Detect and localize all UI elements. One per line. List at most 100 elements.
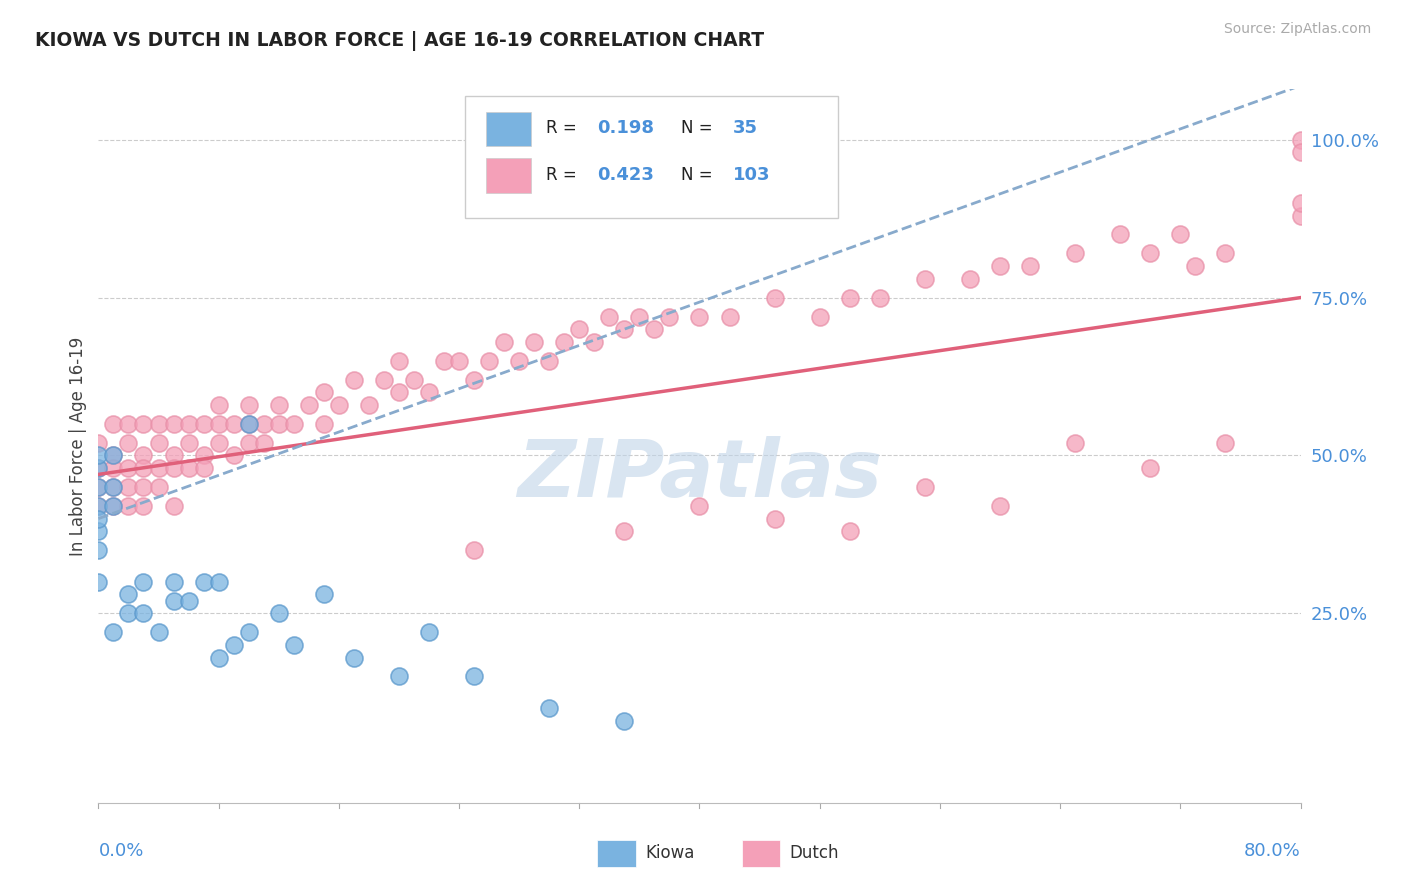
Point [117, 587, 139, 601]
Point [1215, 435, 1237, 450]
Point [538, 701, 561, 715]
Point [87, 480, 110, 494]
Point [914, 271, 936, 285]
Point [117, 435, 139, 450]
Text: 103: 103 [733, 166, 770, 184]
Point [208, 398, 231, 412]
Point [103, 499, 125, 513]
Point [689, 310, 711, 324]
Point [132, 574, 155, 589]
Point [298, 398, 321, 412]
Point [418, 385, 440, 400]
Point [253, 435, 276, 450]
Point [87, 435, 110, 450]
Point [613, 524, 636, 539]
Point [103, 480, 125, 494]
Point [162, 449, 184, 463]
Text: 0.423: 0.423 [598, 166, 654, 184]
Point [402, 373, 425, 387]
Point [117, 417, 139, 431]
Point [87, 499, 110, 513]
Point [208, 435, 231, 450]
Y-axis label: In Labor Force | Age 16-19: In Labor Force | Age 16-19 [69, 336, 87, 556]
Point [117, 607, 139, 621]
Point [494, 334, 516, 349]
Point [988, 499, 1011, 513]
Point [1019, 259, 1042, 273]
Text: ZIPatlas: ZIPatlas [517, 435, 882, 514]
Point [628, 310, 651, 324]
Point [763, 511, 786, 525]
Point [103, 417, 125, 431]
Point [267, 417, 290, 431]
Point [988, 259, 1011, 273]
Point [117, 499, 139, 513]
Point [208, 650, 231, 665]
Point [1215, 246, 1237, 260]
Point [763, 291, 786, 305]
Point [838, 524, 860, 539]
Point [598, 310, 620, 324]
Point [103, 449, 125, 463]
Point [869, 291, 891, 305]
Point [193, 449, 215, 463]
Point [103, 499, 125, 513]
Point [132, 417, 155, 431]
Point [447, 353, 470, 368]
Point [103, 480, 125, 494]
Text: N =: N = [682, 120, 718, 137]
Point [177, 461, 200, 475]
Point [388, 385, 411, 400]
Point [177, 417, 200, 431]
Point [312, 385, 335, 400]
Point [208, 574, 231, 589]
Point [87, 461, 110, 475]
Point [1289, 145, 1312, 160]
Point [87, 574, 110, 589]
Point [283, 638, 305, 652]
Point [222, 449, 245, 463]
Point [1289, 195, 1312, 210]
Point [148, 417, 170, 431]
Point [658, 310, 681, 324]
Point [312, 587, 335, 601]
Bar [741, 840, 780, 867]
Point [193, 574, 215, 589]
Point [1064, 435, 1087, 450]
Point [373, 373, 395, 387]
Point [312, 417, 335, 431]
Point [914, 480, 936, 494]
Point [103, 449, 125, 463]
Point [238, 417, 260, 431]
Point [463, 543, 485, 558]
Point [463, 669, 485, 683]
Bar [485, 159, 531, 193]
Bar [598, 840, 636, 867]
Point [1064, 246, 1087, 260]
Point [1289, 209, 1312, 223]
Text: Dutch: Dutch [790, 845, 839, 863]
Point [328, 398, 350, 412]
Point [193, 461, 215, 475]
Point [87, 511, 110, 525]
Point [538, 353, 561, 368]
Point [87, 499, 110, 513]
Point [162, 499, 184, 513]
Text: 0.198: 0.198 [598, 120, 654, 137]
Point [103, 625, 125, 640]
Point [613, 714, 636, 728]
Point [177, 435, 200, 450]
Point [583, 334, 606, 349]
Point [132, 449, 155, 463]
Point [132, 499, 155, 513]
Point [148, 480, 170, 494]
Point [1184, 259, 1206, 273]
Point [148, 435, 170, 450]
Point [162, 417, 184, 431]
Text: Source: ZipAtlas.com: Source: ZipAtlas.com [1223, 22, 1371, 37]
Point [267, 398, 290, 412]
Bar [485, 112, 531, 146]
Point [208, 417, 231, 431]
Point [267, 607, 290, 621]
FancyBboxPatch shape [465, 96, 838, 218]
